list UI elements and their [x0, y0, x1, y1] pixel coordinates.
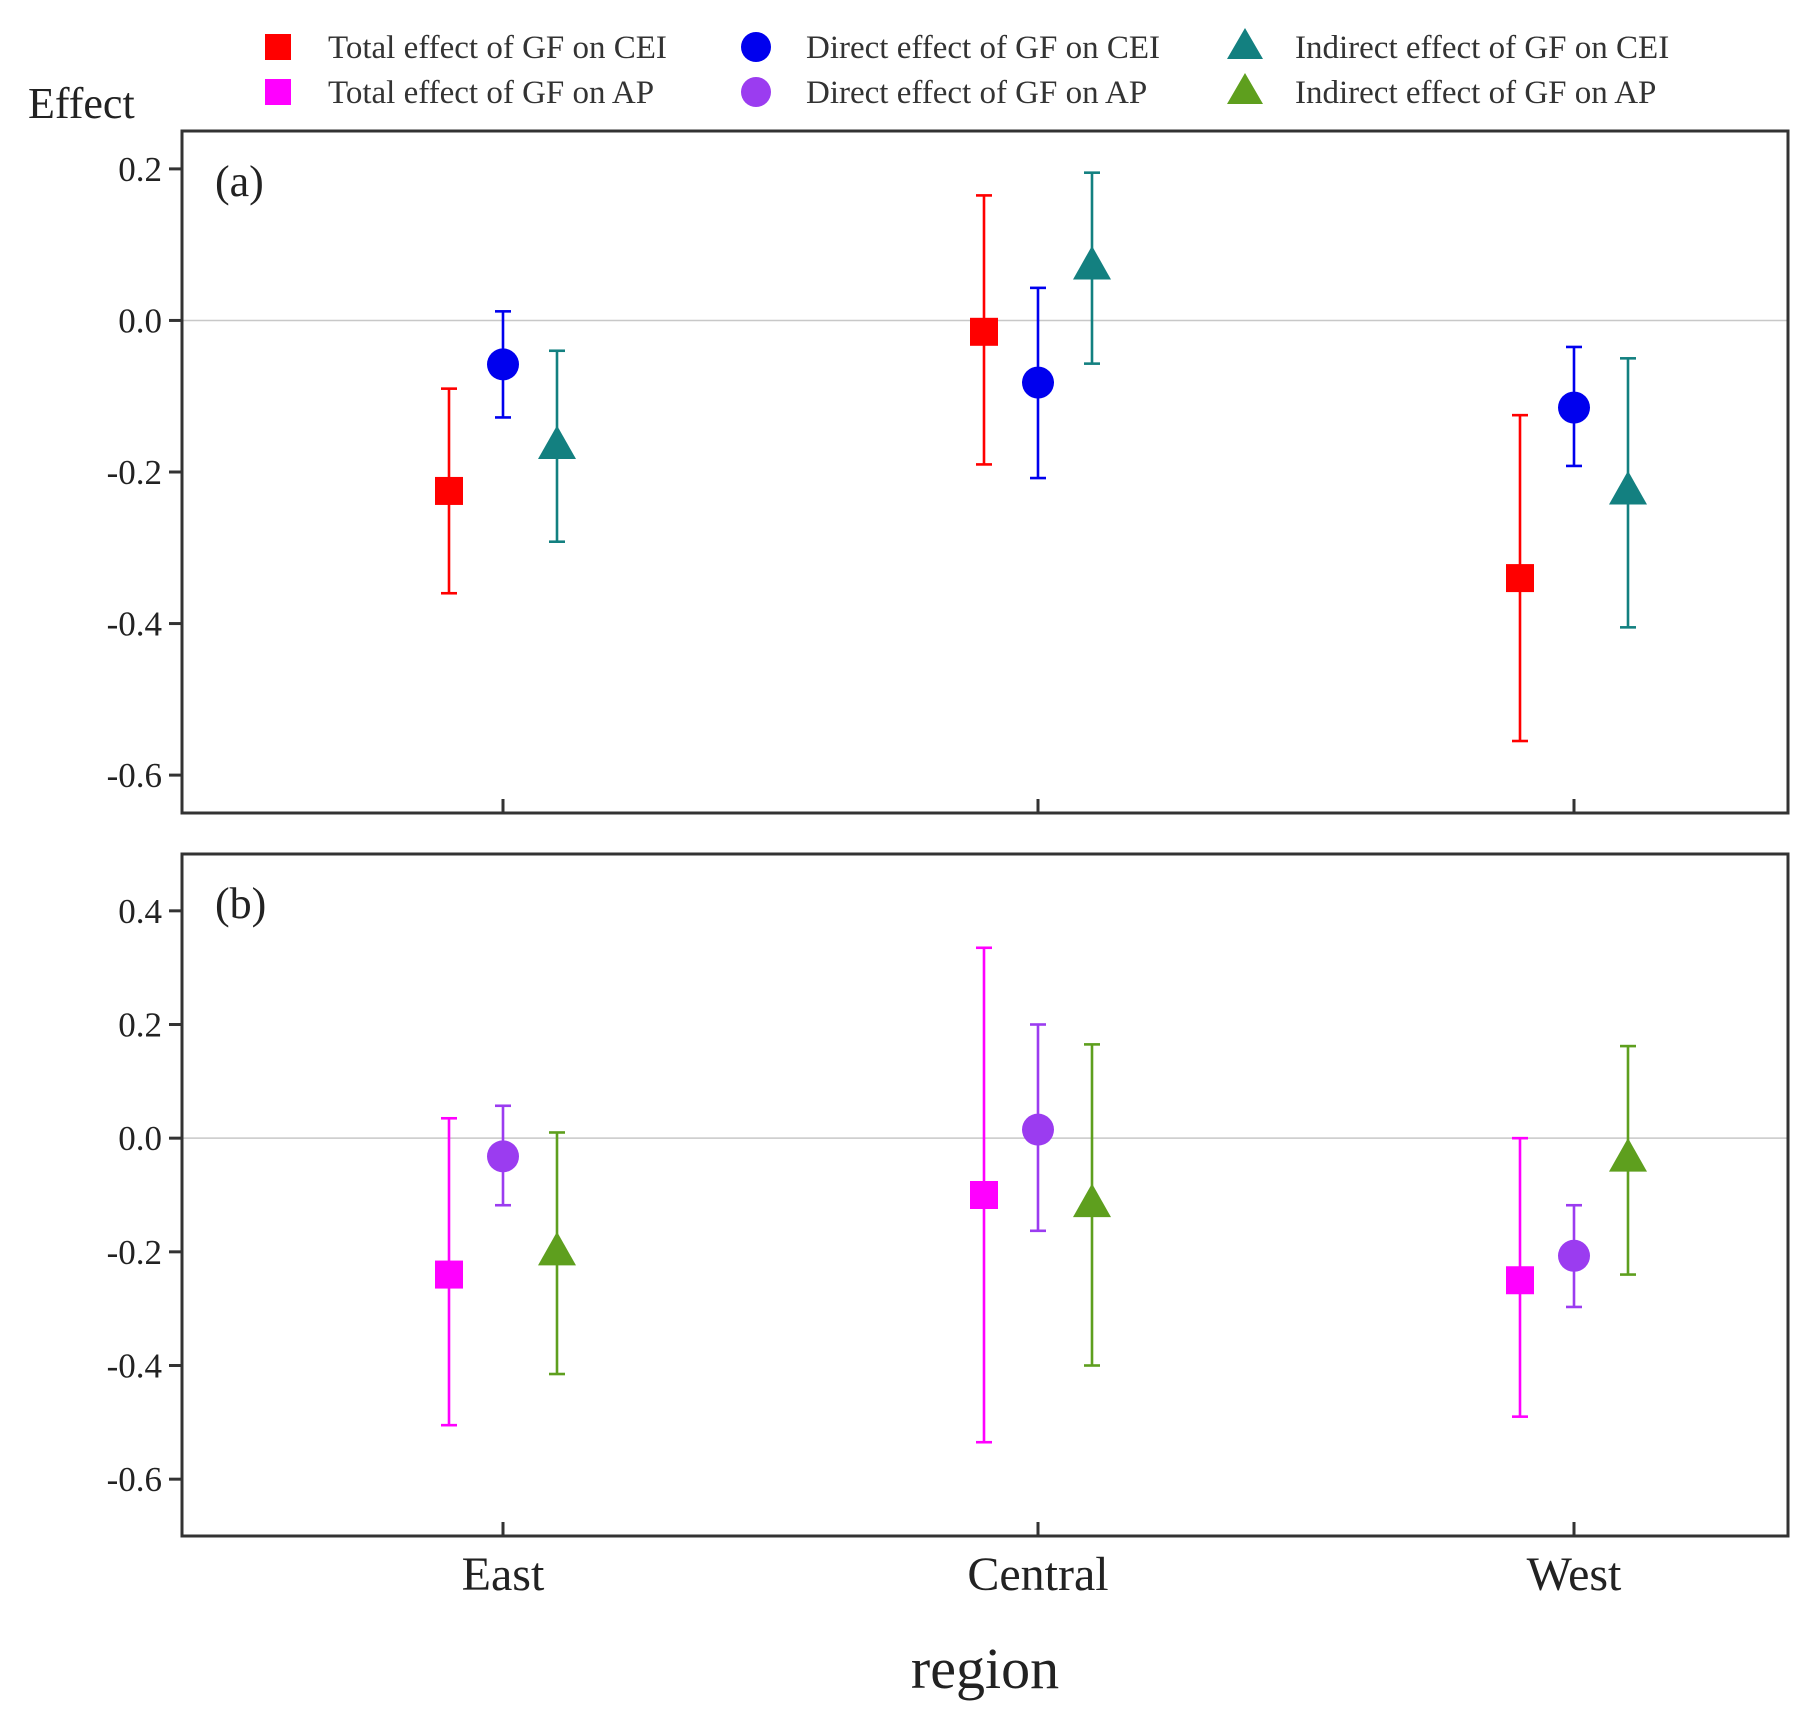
y-tick-label: 0.2 [118, 1006, 162, 1045]
point-indirect-effect-of-gf-on-ap-central [1073, 1183, 1111, 1218]
plot-frame-a [180, 129, 1790, 815]
legend-label-total-effect-of-gf-on-ap: Total effect of GF on AP [328, 75, 654, 111]
point-direct-effect-of-gf-on-cei-west [1558, 391, 1590, 424]
y-tick-label: -0.4 [107, 605, 162, 644]
legend-marker-total-effect-of-gf-on-cei [265, 34, 291, 60]
point-indirect-effect-of-gf-on-cei-east [538, 425, 576, 460]
legend-label-direct-effect-of-gf-on-ap: Direct effect of GF on AP [806, 75, 1147, 111]
y-tick-label: 0.0 [118, 1119, 162, 1158]
category-label-east: East [462, 1548, 545, 1601]
y-ticks-a: 0.2 0.0 -0.2 -0.4 -0.6 [107, 150, 182, 795]
panel-a: 0.2 0.0 -0.2 -0.4 -0.6 (a) [107, 129, 1790, 815]
y-tick-label: 0.4 [118, 892, 162, 931]
y-tick-label: 0.0 [118, 301, 162, 340]
y-tick-label: -0.4 [107, 1347, 162, 1386]
marks-b [435, 946, 1647, 1444]
legend: Total effect of GF on CEI Direct effect o… [265, 28, 1669, 111]
point-direct-effect-of-gf-on-ap-east [487, 1140, 519, 1173]
point-total-effect-of-gf-on-ap-central [970, 1181, 998, 1209]
legend-marker-indirect-effect-of-gf-on-cei [1227, 28, 1263, 59]
legend-marker-direct-effect-of-gf-on-ap [741, 77, 771, 107]
legend-label-indirect-effect-of-gf-on-ap: Indirect effect of GF on AP [1295, 75, 1656, 111]
legend-label-total-effect-of-gf-on-cei: Total effect of GF on CEI [328, 30, 667, 66]
x-ticks-b [501, 1522, 1576, 1536]
category-label-central: Central [967, 1548, 1108, 1601]
point-total-effect-of-gf-on-cei-west [1506, 564, 1534, 593]
legend-label-indirect-effect-of-gf-on-cei: Indirect effect of GF on CEI [1295, 30, 1669, 66]
y-ticks-b: 0.4 0.2 0.0 -0.2 -0.4 -0.6 [107, 892, 182, 1499]
y-tick-label: 0.2 [118, 150, 162, 189]
x-axis-title: region [911, 1636, 1059, 1701]
legend-marker-indirect-effect-of-gf-on-ap [1227, 73, 1263, 104]
point-indirect-effect-of-gf-on-cei-central [1073, 245, 1111, 280]
y-tick-label: -0.2 [107, 453, 162, 492]
panel-label-a: (a) [215, 157, 264, 206]
point-total-effect-of-gf-on-ap-west [1506, 1266, 1534, 1295]
panel-label-b: (b) [215, 879, 266, 928]
legend-marker-total-effect-of-gf-on-ap [265, 79, 291, 105]
point-total-effect-of-gf-on-cei-east [435, 476, 463, 505]
x-ticks-a [501, 799, 1576, 813]
point-indirect-effect-of-gf-on-cei-west [1609, 470, 1647, 505]
y-tick-label: -0.6 [107, 756, 162, 795]
y-tick-label: -0.2 [107, 1233, 162, 1272]
y-axis-title: Effect [28, 79, 135, 128]
point-direct-effect-of-gf-on-ap-west [1558, 1239, 1590, 1272]
y-tick-label: -0.6 [107, 1460, 162, 1499]
point-indirect-effect-of-gf-on-ap-west [1609, 1138, 1647, 1172]
legend-marker-direct-effect-of-gf-on-cei [741, 32, 771, 62]
category-labels: East Central West [462, 1548, 1622, 1601]
point-direct-effect-of-gf-on-cei-central [1022, 366, 1054, 399]
category-label-west: West [1527, 1548, 1622, 1601]
panel-b: 0.4 0.2 0.0 -0.2 -0.4 -0.6 (b) [107, 852, 1790, 1538]
plot-frame-b [180, 852, 1790, 1538]
point-indirect-effect-of-gf-on-ap-east [538, 1231, 576, 1266]
point-direct-effect-of-gf-on-ap-central [1022, 1113, 1054, 1146]
legend-label-direct-effect-of-gf-on-cei: Direct effect of GF on CEI [806, 30, 1160, 66]
point-total-effect-of-gf-on-ap-east [435, 1260, 463, 1289]
point-direct-effect-of-gf-on-cei-east [487, 348, 519, 381]
point-total-effect-of-gf-on-cei-central [970, 317, 998, 346]
marks-a [435, 171, 1647, 743]
